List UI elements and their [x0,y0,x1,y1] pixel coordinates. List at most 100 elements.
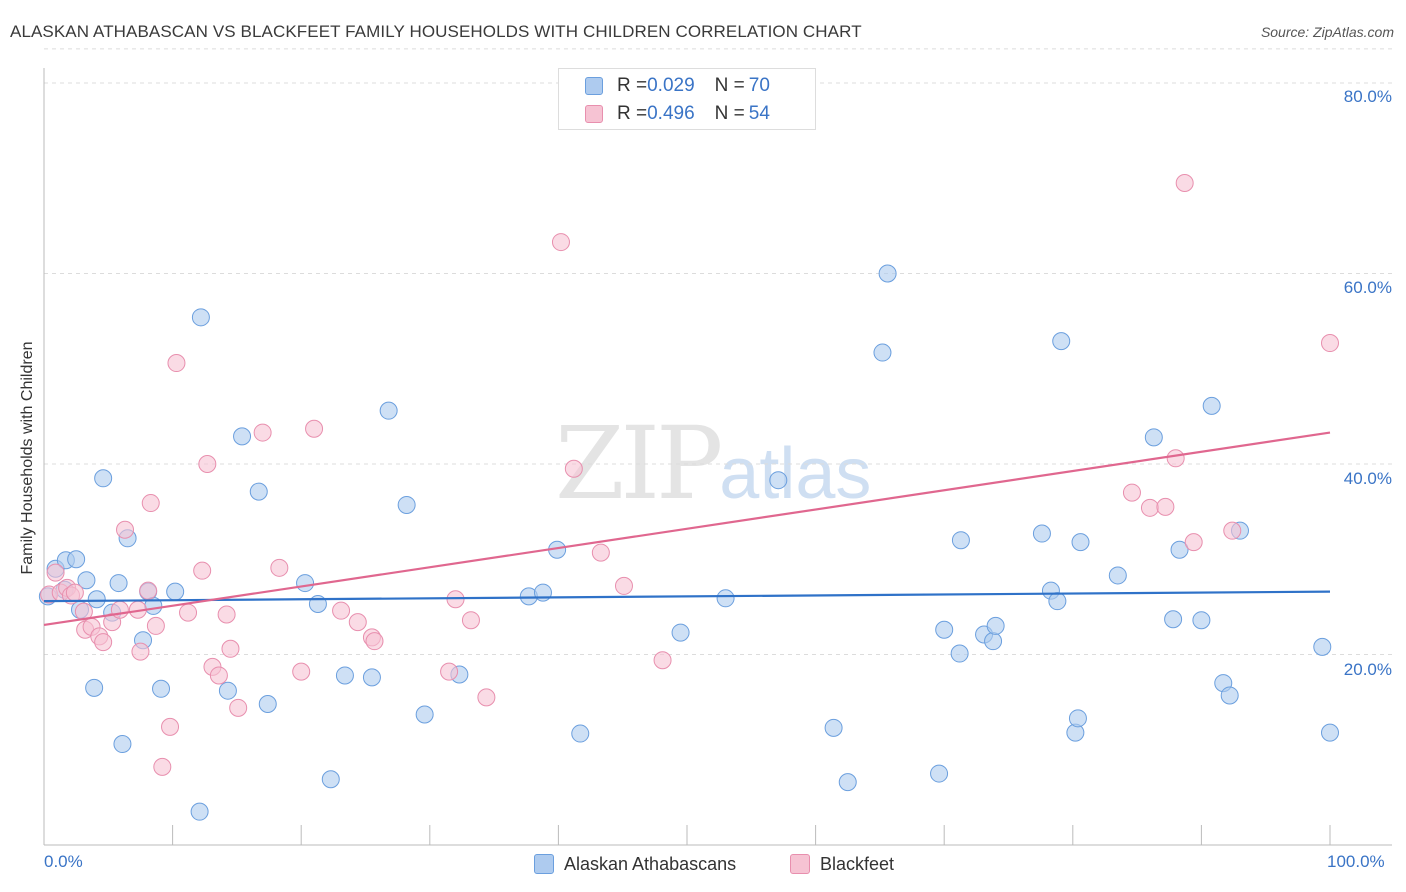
data-point-blackfeet [198,455,217,473]
data-point-blackfeet [1223,521,1242,540]
data-point-blackfeet [253,423,272,442]
data-point-blackfeet [146,616,165,635]
data-point-blackfeet [348,613,367,632]
data-point-athabascan [85,678,104,697]
legend-n-value: 70 [748,75,770,96]
data-point-blackfeet [161,717,180,736]
data-point-athabascan [415,705,434,724]
data-point-blackfeet [139,581,158,600]
data-point-athabascan [824,718,843,737]
data-point-blackfeet [74,602,93,621]
data-point-athabascan [935,620,954,639]
data-point-athabascan [838,773,857,792]
legend-n-label: N = [714,103,745,124]
legend-swatch-blackfeet [585,105,603,123]
data-point-blackfeet [141,494,160,513]
data-point-athabascan [249,482,268,501]
data-point-blackfeet [365,632,384,651]
legend-swatch-athabascan [585,77,603,95]
legend-row-blackfeet: R = 0.496 N = 54 [585,101,770,127]
data-point-athabascan [1071,533,1090,552]
data-point-blackfeet [110,600,129,619]
data-point-athabascan [191,308,210,327]
source-credit: Source: ZipAtlas.com [1260,24,1394,40]
legend-n-label: N = [714,75,745,96]
data-point-athabascan [321,770,340,789]
data-point-blackfeet [270,558,289,577]
data-point-athabascan [873,343,892,362]
data-point-blackfeet [1321,334,1339,353]
data-point-blackfeet [551,233,570,252]
x-tick-label-max: 100.0% [1327,852,1385,871]
data-point-athabascan [397,495,416,514]
y-tick-label-60: 60.0% [1343,278,1392,297]
data-point-blackfeet [1166,449,1185,468]
data-point-blackfeet [440,662,459,681]
data-point-athabascan [218,681,237,700]
data-point-athabascan [1032,524,1051,543]
data-point-athabascan [1220,686,1239,705]
data-point-blackfeet [116,520,135,539]
data-point-athabascan [1170,540,1189,559]
bottom-legend-swatch-blackfeet [790,854,810,874]
data-point-athabascan [571,724,590,743]
data-point-blackfeet [193,561,212,580]
data-point-athabascan [716,589,735,608]
correlation-legend: R = 0.029 N = 70 R = 0.496 N = 54 [558,68,816,130]
data-point-blackfeet [1122,483,1141,502]
chart-title: ALASKAN ATHABASCAN VS BLACKFEET FAMILY H… [10,22,862,41]
bottom-legend-label-athabascan: Alaskan Athabascans [564,853,737,874]
data-point-athabascan [258,695,277,714]
data-point-blackfeet [1184,533,1203,552]
data-point-athabascan [1313,637,1332,656]
data-point-blackfeet [461,611,480,630]
y-tick-label-20: 20.0% [1343,660,1392,679]
data-point-blackfeet [131,642,150,661]
data-point-athabascan [1202,396,1221,415]
data-point-blackfeet [153,757,172,776]
data-point-blackfeet [94,633,113,652]
data-point-athabascan [1048,592,1067,611]
data-point-blackfeet [591,543,610,562]
data-point-blackfeet [167,354,186,373]
trend-line-blackfeet [43,431,1331,627]
data-point-athabascan [1052,332,1071,351]
data-point-athabascan [769,471,788,490]
data-point-athabascan [77,571,96,590]
data-point-athabascan [1321,723,1339,742]
data-point-athabascan [233,427,252,446]
data-point-blackfeet [229,698,248,717]
y-tick-label-80: 80.0% [1343,87,1392,106]
data-point-athabascan [296,574,315,593]
data-point-athabascan [951,531,970,550]
data-point-athabascan [1192,611,1211,630]
data-point-athabascan [1164,610,1183,629]
y-tick-label-40: 40.0% [1343,469,1392,488]
data-point-athabascan [87,590,106,609]
data-point-blackfeet [179,603,198,622]
data-point-athabascan [1068,709,1087,728]
data-point-athabascan [986,616,1005,635]
data-point-blackfeet [477,688,496,707]
data-point-athabascan [113,735,132,754]
data-point-athabascan [878,264,897,283]
data-point-blackfeet [614,576,633,595]
data-point-athabascan [379,401,398,420]
bottom-legend-label-blackfeet: Blackfeet [820,853,895,874]
data-point-blackfeet [653,651,672,670]
data-point-athabascan [67,550,86,569]
data-point-blackfeet [292,662,311,681]
data-point-athabascan [152,679,171,698]
data-point-blackfeet [221,639,240,658]
bottom-legend-blackfeet: Blackfeet [790,852,894,876]
data-point-blackfeet [1156,497,1175,516]
data-point-athabascan [335,666,354,685]
bottom-legend-athabascan: Alaskan Athabascans [534,852,736,876]
data-point-blackfeet [46,563,65,582]
legend-r-value: 0.029 [647,75,695,96]
data-point-blackfeet [332,601,351,620]
data-point-athabascan [950,644,969,663]
data-point-athabascan [94,469,113,488]
data-point-athabascan [166,582,185,601]
data-point-blackfeet [564,459,583,478]
